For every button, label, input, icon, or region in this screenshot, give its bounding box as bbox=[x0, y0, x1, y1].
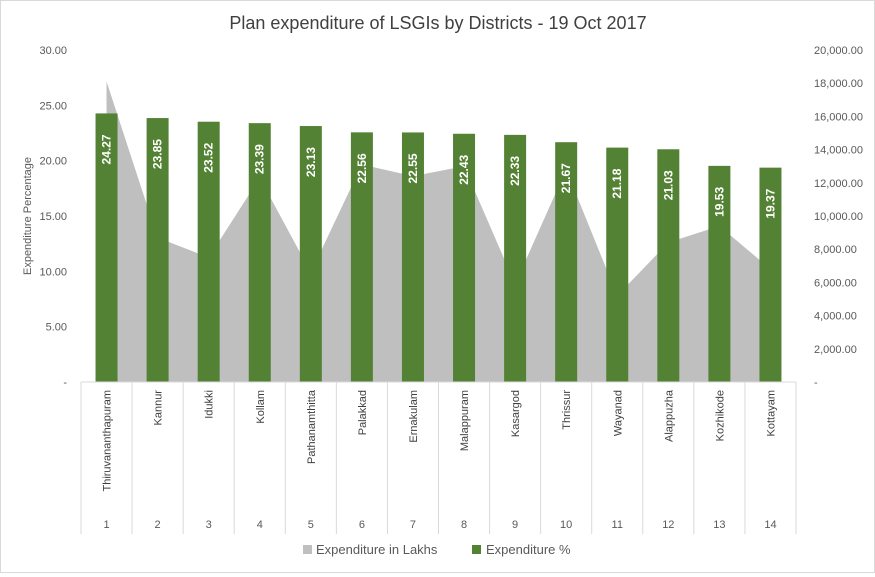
y2-tick-label: 6,000.00 bbox=[814, 277, 857, 289]
data-label: 23.52 bbox=[202, 142, 216, 172]
bar-thiruvananthapuram bbox=[95, 113, 118, 383]
x-tick-label: Kottayam bbox=[765, 390, 777, 436]
legend-label-bar: Expenditure % bbox=[486, 542, 571, 557]
bar-kollam bbox=[248, 123, 271, 382]
x-tick-label: Thrissur bbox=[561, 390, 573, 430]
bar-kottayam bbox=[759, 167, 782, 382]
data-label: 21.03 bbox=[661, 170, 675, 200]
bar-palakkad bbox=[350, 132, 373, 382]
x-index-label: 7 bbox=[410, 519, 416, 531]
x-tick-label: Idukki bbox=[204, 390, 216, 419]
data-label: 23.13 bbox=[304, 147, 318, 177]
data-label: 23.39 bbox=[253, 144, 267, 174]
y2-tick-label: - bbox=[814, 377, 818, 389]
y-tick-label: 20.00 bbox=[39, 156, 67, 168]
bar-kannur bbox=[146, 118, 169, 382]
bar-pathanamthitta bbox=[299, 126, 322, 382]
x-index-label: 13 bbox=[713, 519, 725, 531]
y-tick-label: - bbox=[63, 377, 67, 389]
legend-swatch-bar bbox=[472, 545, 481, 554]
y-axis-label: Expenditure Percentage bbox=[22, 157, 34, 275]
x-tick-label: Thiruvananthapuram bbox=[102, 390, 114, 492]
data-label: 19.37 bbox=[763, 188, 777, 218]
y2-tick-label: 10,000.00 bbox=[814, 211, 863, 223]
y2-tick-label: 16,000.00 bbox=[814, 111, 863, 123]
x-index-label: 1 bbox=[103, 519, 109, 531]
x-tick-label: Kollam bbox=[255, 390, 267, 424]
x-index-label: 14 bbox=[764, 519, 776, 531]
data-label: 24.27 bbox=[100, 134, 114, 164]
bar-kozhikode bbox=[708, 165, 731, 382]
area-series-expenditure-lakhs bbox=[106, 81, 771, 382]
legend-label-area: Expenditure in Lakhs bbox=[316, 542, 438, 557]
x-index-label: 6 bbox=[359, 519, 365, 531]
x-index-label: 5 bbox=[308, 519, 314, 531]
legend: Expenditure in Lakhs Expenditure % bbox=[303, 542, 571, 557]
data-label: 22.43 bbox=[457, 154, 471, 184]
y2-tick-label: 12,000.00 bbox=[814, 178, 863, 190]
bar-series-layer: 24.27 23.85 23.52 23.39 23.13 22.56 22.55 22.43… bbox=[95, 113, 782, 383]
x-index-label: 10 bbox=[560, 519, 572, 531]
bar-wayanad bbox=[606, 147, 629, 382]
x-tick-label: Malappuram bbox=[459, 390, 471, 451]
x-index-label: 3 bbox=[206, 519, 212, 531]
data-label: 22.56 bbox=[355, 153, 369, 183]
y2-tick-label: 14,000.00 bbox=[814, 145, 863, 157]
x-tick-label: Kannur bbox=[153, 390, 165, 426]
bar-idukki bbox=[197, 121, 220, 382]
area-series-layer bbox=[106, 81, 771, 382]
x-index-label: 11 bbox=[612, 519, 623, 531]
y-tick-label: 25.00 bbox=[39, 100, 67, 112]
y2-tick-label: 20,000.00 bbox=[814, 45, 863, 57]
x-tick-label: Ernakulam bbox=[408, 390, 420, 443]
y-tick-label: 15.00 bbox=[39, 211, 67, 223]
x-tick-label: Alappuzha bbox=[663, 389, 675, 442]
y2-tick-label: 2,000.00 bbox=[814, 344, 857, 356]
bar-malappuram bbox=[453, 133, 476, 382]
x-index-label: 4 bbox=[257, 519, 263, 531]
x-index-label: 2 bbox=[155, 519, 161, 531]
x-tick-label: Kozhikode bbox=[714, 390, 726, 441]
legend-swatch-area bbox=[303, 545, 312, 554]
x-tick-label: Kasargod bbox=[510, 390, 522, 437]
bar-kasargod bbox=[504, 134, 527, 382]
bar-ernakulam bbox=[401, 132, 424, 382]
y2-tick-label: 4,000.00 bbox=[814, 311, 857, 323]
y2-tick-label: 8,000.00 bbox=[814, 244, 857, 256]
x-index-label: 12 bbox=[662, 519, 674, 531]
y2-tick-label: 18,000.00 bbox=[814, 78, 863, 90]
axis-layer: - 5.00 10.00 15.00 20.00 25.00 30.00 - 2,000.00 4… bbox=[39, 45, 863, 534]
data-label: 22.33 bbox=[508, 156, 522, 186]
bar-alappuzha bbox=[657, 149, 680, 382]
data-label: 23.85 bbox=[151, 139, 165, 169]
data-label: 21.18 bbox=[610, 168, 624, 198]
y-tick-label: 5.00 bbox=[46, 322, 67, 334]
data-label: 21.67 bbox=[559, 163, 573, 193]
data-label: 19.53 bbox=[712, 187, 726, 217]
x-index-label: 9 bbox=[512, 519, 518, 531]
x-tick-label: Palakkad bbox=[357, 390, 369, 435]
x-index-label: 8 bbox=[461, 519, 467, 531]
bar-thrissur bbox=[555, 142, 578, 382]
y-tick-label: 10.00 bbox=[39, 266, 67, 278]
x-tick-label: Wayanad bbox=[612, 390, 624, 436]
data-label: 22.55 bbox=[406, 153, 420, 183]
x-tick-label: Pathanamthitta bbox=[306, 389, 318, 464]
y-tick-label: 30.00 bbox=[39, 45, 67, 57]
chart-title: Plan expenditure of LSGIs by Districts -… bbox=[229, 13, 646, 33]
